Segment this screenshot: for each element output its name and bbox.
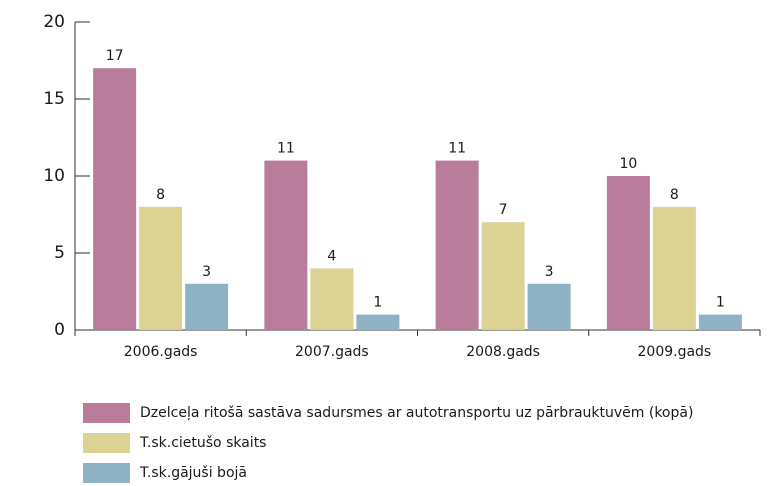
bar [356,314,400,330]
x-tick-label: 2008.gads [466,344,540,360]
y-tick-label: 20 [43,12,65,32]
y-tick-label: 5 [54,243,65,263]
legend-label: Dzelceļa ritošā sastāva sadursmes ar aut… [140,405,693,421]
y-tick-label: 0 [54,320,65,340]
x-tick-label: 2006.gads [124,344,198,360]
legend-swatch [83,403,130,423]
data-label: 11 [277,141,295,157]
bar [185,283,229,330]
bar [652,206,696,330]
bar [93,68,137,330]
x-tick-label: 2007.gads [295,344,369,360]
bar [139,206,183,330]
legend-swatch [83,463,130,483]
bar [698,314,742,330]
data-label: 11 [448,141,466,157]
bar [264,160,308,330]
y-tick-label: 10 [43,166,65,186]
data-label: 3 [545,264,554,280]
bar [435,160,479,330]
data-label: 7 [499,202,508,218]
data-label: 10 [619,156,637,172]
data-label: 3 [202,264,211,280]
bar [606,176,650,330]
data-label: 8 [670,187,679,203]
bar [527,283,571,330]
y-tick-label: 15 [43,89,65,109]
legend-label: T.sk.cietušo skaits [139,435,266,451]
legend-label: T.sk.gājuši bojā [139,465,247,481]
data-label: 1 [373,295,382,311]
data-label: 17 [106,48,124,64]
data-label: 8 [156,187,165,203]
data-label: 4 [327,248,336,264]
bar [481,222,525,330]
data-label: 1 [716,295,725,311]
legend-swatch [83,433,130,453]
x-tick-label: 2009.gads [638,344,712,360]
bar [310,268,354,330]
